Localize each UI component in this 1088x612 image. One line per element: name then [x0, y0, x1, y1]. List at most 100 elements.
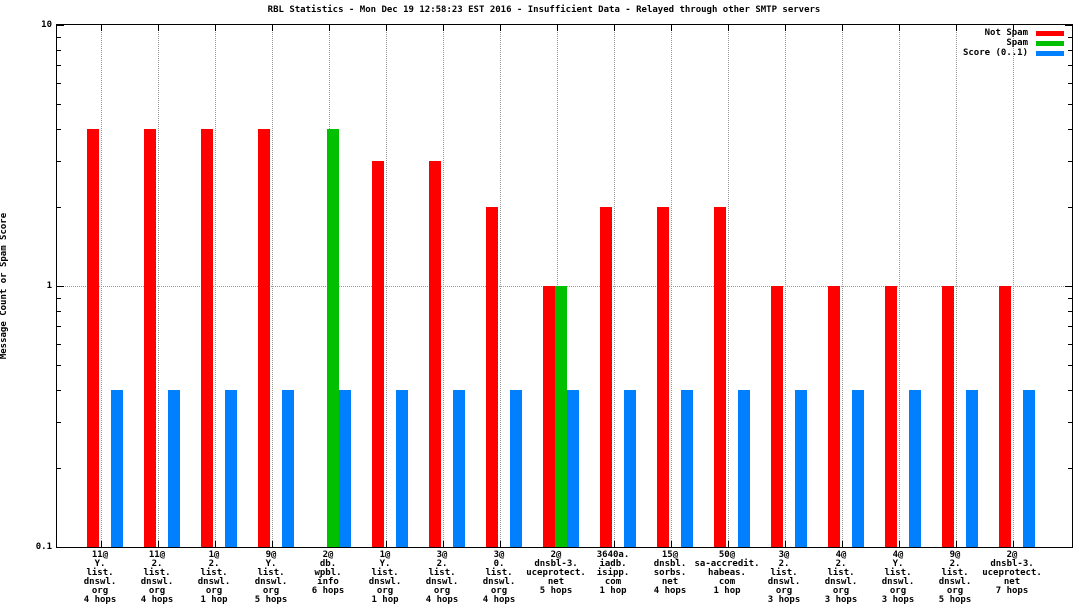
- x-axis-tick: [1013, 25, 1014, 31]
- legend: Not Spam Spam Score (0..1): [963, 28, 1064, 58]
- bar-score-0-1-: [624, 390, 636, 547]
- y-axis-tick: [1068, 311, 1072, 312]
- y-tick-label: 1: [46, 281, 52, 291]
- legend-label: Spam: [1006, 38, 1028, 48]
- x-axis-tick: [899, 25, 900, 31]
- y-axis-tick: [1068, 326, 1072, 327]
- x-axis-tick: [842, 541, 843, 547]
- bar-spam: [327, 129, 339, 547]
- bar-not-spam: [201, 129, 213, 547]
- y-axis-tick: [57, 326, 61, 327]
- x-axis-tick: [956, 25, 957, 31]
- y-axis-tick: [1068, 344, 1072, 345]
- bar-not-spam: [771, 286, 783, 547]
- x-axis-tick: [158, 541, 159, 547]
- bar-score-0-1-: [852, 390, 864, 547]
- y-axis-tick: [57, 422, 61, 423]
- x-axis-tick: [101, 541, 102, 547]
- x-axis-tick: [785, 541, 786, 547]
- legend-row: Not Spam: [963, 28, 1064, 38]
- x-tick-label: 1@ Y. list. dnswl. org 1 hop: [368, 550, 402, 605]
- legend-row: Spam: [963, 38, 1064, 48]
- x-axis-tick: [785, 25, 786, 31]
- bar-score-0-1-: [795, 390, 807, 547]
- y-axis-tick: [1065, 286, 1072, 287]
- bar-score-0-1-: [168, 390, 180, 547]
- x-axis-tick: [614, 25, 615, 31]
- x-axis-tick: [671, 25, 672, 31]
- legend-label: Not Spam: [984, 28, 1028, 38]
- x-tick-label: 15@ dnsbl. sorbs. net 4 hops: [653, 550, 687, 596]
- x-axis-tick: [728, 541, 729, 547]
- y-axis-tick: [57, 286, 64, 287]
- y-tick-label: 10: [41, 20, 52, 30]
- x-tick-label: 9@ Y. list. dnswl. org 5 hops: [254, 550, 288, 605]
- bar-spam: [555, 286, 567, 547]
- x-tick-label: 2@ dnsbl-3. uceprotect. net 7 hops: [982, 550, 1042, 596]
- bar-score-0-1-: [567, 390, 579, 547]
- y-axis-tick: [57, 25, 64, 26]
- x-axis-tick: [899, 541, 900, 547]
- y-axis-tick: [1068, 365, 1072, 366]
- x-tick-label: 11@ 2. list. dnswl. org 4 hops: [140, 550, 174, 605]
- x-tick-label: 3640a. iadb. isipp. com 1 hop: [596, 550, 630, 596]
- y-axis-tick: [1068, 468, 1072, 469]
- y-axis-tick: [1068, 161, 1072, 162]
- bar-score-0-1-: [282, 390, 294, 547]
- x-axis-tick: [386, 541, 387, 547]
- x-tick-label: 2@ dnsbl-3. uceprotect. net 5 hops: [526, 550, 586, 596]
- legend-label: Score (0..1): [962, 48, 1028, 58]
- legend-swatch: [1036, 40, 1064, 46]
- bar-not-spam: [828, 286, 840, 547]
- x-axis-tick: [272, 25, 273, 31]
- y-axis-tick: [57, 298, 61, 299]
- bar-not-spam: [543, 286, 555, 547]
- x-axis-tick: [272, 541, 273, 547]
- bar-score-0-1-: [738, 390, 750, 547]
- y-axis-tick: [1068, 37, 1072, 38]
- x-axis-tick: [842, 25, 843, 31]
- x-tick-label: 4@ Y. list. dnswl. org 3 hops: [881, 550, 915, 605]
- y-axis-tick: [57, 547, 64, 548]
- y-axis-tick: [57, 344, 61, 345]
- y-axis-tick: [57, 161, 61, 162]
- bar-score-0-1-: [339, 390, 351, 547]
- bar-not-spam: [258, 129, 270, 547]
- x-tick-label: 2@ db. wpbl. info 6 hops: [311, 550, 345, 596]
- bar-score-0-1-: [510, 390, 522, 547]
- bars-layer: [57, 25, 1072, 547]
- bar-not-spam: [885, 286, 897, 547]
- x-axis-tick: [500, 25, 501, 31]
- x-tick-label: 11@ Y. list. dnswl. org 4 hops: [83, 550, 117, 605]
- legend-swatch: [1036, 30, 1064, 36]
- bar-not-spam: [600, 207, 612, 547]
- bar-not-spam: [714, 207, 726, 547]
- y-axis-tick: [57, 311, 61, 312]
- x-axis-tick: [443, 25, 444, 31]
- plot-area: Not Spam Spam Score (0..1): [56, 24, 1073, 548]
- x-axis-tick: [158, 25, 159, 31]
- y-axis-tick: [57, 390, 61, 391]
- y-axis-tick: [1068, 104, 1072, 105]
- legend-row: Score (0..1): [963, 48, 1064, 58]
- x-tick-label: 3@ 0. list. dnswl. org 4 hops: [482, 550, 516, 605]
- y-tick-label: 0.1: [35, 542, 52, 552]
- x-tick-label: 3@ 2. list. dnswl. org 4 hops: [425, 550, 459, 605]
- x-axis-tick: [671, 541, 672, 547]
- y-axis-tick: [1065, 547, 1072, 548]
- y-axis-tick: [57, 65, 61, 66]
- x-tick-label: 4@ 2. list. dnswl. org 3 hops: [824, 550, 858, 605]
- x-axis-tick: [956, 541, 957, 547]
- bar-score-0-1-: [396, 390, 408, 547]
- legend-swatch: [1036, 50, 1064, 56]
- bar-not-spam: [429, 161, 441, 547]
- bar-not-spam: [87, 129, 99, 547]
- bar-not-spam: [144, 129, 156, 547]
- bar-score-0-1-: [453, 390, 465, 547]
- y-axis-tick: [1068, 390, 1072, 391]
- x-tick-label: 50@ sa-accredit. habeas. com 1 hop: [694, 550, 760, 596]
- y-axis-tick: [1068, 83, 1072, 84]
- bar-score-0-1-: [909, 390, 921, 547]
- y-axis-tick: [57, 365, 61, 366]
